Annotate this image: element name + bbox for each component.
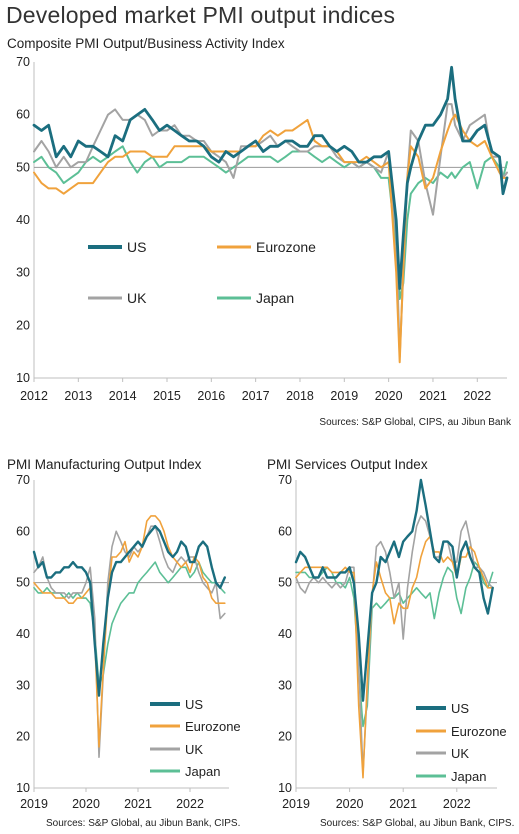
- series-line-us: [32, 525, 227, 697]
- x-tick-label: 2014: [109, 389, 137, 403]
- y-tick-label: 70: [278, 473, 292, 487]
- series-line-us: [32, 65, 509, 290]
- y-tick-label: 70: [16, 473, 30, 487]
- legend-label-uk: UK: [451, 746, 469, 761]
- x-tick-label: 2021: [419, 389, 447, 403]
- composite-source-note: Sources: S&P Global, CIPS, au Jibun Bank: [319, 417, 511, 428]
- y-tick-label: 20: [16, 730, 30, 744]
- y-tick-label: 30: [278, 678, 292, 692]
- legend-label-eurozone: Eurozone: [256, 239, 316, 255]
- x-tick-label: 2012: [20, 389, 48, 403]
- manufacturing-chart-title: PMI Manufacturing Output Index: [7, 457, 202, 472]
- legend-label-eurozone: Eurozone: [185, 719, 241, 734]
- y-tick-label: 50: [278, 576, 292, 590]
- y-tick-label: 60: [16, 108, 30, 122]
- x-tick-label: 2019: [20, 797, 48, 811]
- y-tick-label: 30: [16, 678, 30, 692]
- series-line-us: [294, 478, 494, 702]
- legend-label-japan: Japan: [256, 290, 294, 306]
- x-tick-label: 2015: [153, 389, 181, 403]
- y-tick-label: 50: [16, 576, 30, 590]
- series-line-japan: [33, 561, 226, 687]
- y-tick-label: 20: [278, 730, 292, 744]
- x-tick-label: 2013: [64, 389, 92, 403]
- series-line-uk: [33, 525, 226, 759]
- legend-label-uk: UK: [127, 290, 147, 306]
- series-line-uk: [295, 515, 494, 774]
- y-tick-label: 60: [278, 524, 292, 538]
- x-tick-label: 2020: [375, 389, 403, 403]
- y-tick-label: 40: [278, 627, 292, 641]
- x-tick-label: 2022: [443, 797, 471, 811]
- x-tick-label: 2021: [124, 797, 152, 811]
- legend-label-japan: Japan: [185, 764, 220, 779]
- manufacturing-source-note: Sources: S&P Global, au Jibun Bank, CIPS…: [46, 818, 241, 829]
- legend-label-eurozone: Eurozone: [451, 724, 507, 739]
- x-tick-label: 2019: [282, 797, 310, 811]
- legend-label-us: US: [185, 697, 203, 712]
- y-tick-label: 30: [16, 266, 30, 280]
- legend-label-us: US: [127, 239, 146, 255]
- x-tick-label: 2022: [176, 797, 204, 811]
- y-tick-label: 50: [16, 160, 30, 174]
- x-tick-label: 2016: [197, 389, 225, 403]
- x-tick-label: 2019: [330, 389, 358, 403]
- x-tick-label: 2018: [286, 389, 314, 403]
- legend-label-us: US: [451, 701, 469, 716]
- x-tick-label: 2020: [336, 797, 364, 811]
- series-line-eurozone: [33, 113, 508, 364]
- legend-label-uk: UK: [185, 742, 203, 757]
- y-tick-label: 20: [16, 318, 30, 332]
- services-chart-title: PMI Services Output Index: [267, 457, 428, 472]
- services-source-note: Sources: S&P Global, au Jibun Bank, CIPS…: [320, 818, 515, 829]
- page-title: Developed market PMI output indices: [6, 2, 396, 28]
- y-tick-label: 70: [16, 55, 30, 69]
- y-tick-label: 10: [16, 371, 30, 385]
- y-tick-label: 10: [278, 781, 292, 795]
- y-tick-label: 60: [16, 524, 30, 538]
- y-tick-label: 10: [16, 781, 30, 795]
- y-tick-label: 40: [16, 213, 30, 227]
- legend-label-japan: Japan: [451, 769, 486, 784]
- x-tick-label: 2020: [72, 797, 100, 811]
- y-tick-label: 40: [16, 627, 30, 641]
- x-tick-label: 2021: [389, 797, 417, 811]
- x-tick-label: 2022: [463, 389, 491, 403]
- x-tick-label: 2017: [242, 389, 270, 403]
- composite-chart-title: Composite PMI Output/Business Activity I…: [7, 36, 285, 51]
